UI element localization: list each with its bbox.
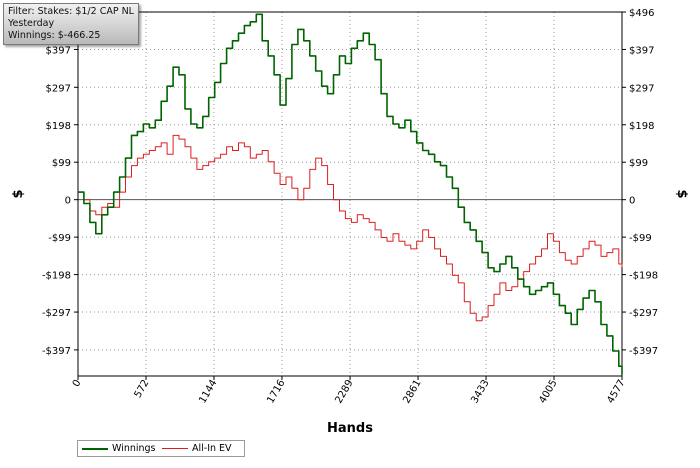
plot-frame — [77, 11, 623, 377]
x-tick-label: 4005 — [537, 378, 559, 406]
chart-legend: Winnings All-In EV — [77, 440, 245, 457]
filter-info-box: Filter: Stakes: $1/2 CAP NL Yesterday Wi… — [3, 3, 139, 45]
y-tick-label-right: $397 — [629, 45, 654, 56]
period-text: Yesterday — [8, 18, 55, 29]
y-tick-label-left: -$297 — [42, 308, 71, 319]
y-tick-label-left: -$198 — [42, 271, 71, 282]
y-tick-label-right: -$397 — [629, 346, 658, 357]
y-tick-label-right: $99 — [629, 158, 648, 169]
x-tick-label: 572 — [133, 378, 152, 400]
x-tick-label: 3433 — [469, 378, 491, 406]
winnings-text: Winnings: $-466.25 — [8, 30, 101, 41]
y-tick-label-left: $297 — [46, 83, 71, 94]
legend-label-allin-ev: All-In EV — [192, 443, 232, 454]
y-tick-label-right: $297 — [629, 83, 654, 94]
x-axis-title: Hands — [327, 421, 373, 436]
y-tick-label-right: $496 — [629, 8, 654, 19]
legend-label-winnings: Winnings — [112, 443, 156, 454]
x-tick-label: 4577 — [605, 378, 627, 406]
x-tick-label: 1716 — [265, 378, 287, 406]
legend-swatch-allin-ev — [162, 448, 188, 449]
y-tick-label-left: -$99 — [48, 233, 71, 244]
x-tick-label: 2861 — [401, 378, 423, 406]
y-axis-title-left: $ — [11, 189, 26, 198]
filter-text: Filter: Stakes: $1/2 CAP NL — [8, 6, 134, 17]
legend-swatch-winnings — [82, 447, 108, 450]
y-tick-label-right: -$99 — [629, 233, 652, 244]
y-axis-title-right: $ — [674, 189, 689, 198]
x-tick-label: 0 — [71, 378, 84, 389]
y-tick-label-left: $198 — [46, 121, 71, 132]
y-tick-label-left: -$397 — [42, 346, 71, 357]
legend-item-winnings: Winnings — [82, 443, 156, 454]
x-tick-label: 2289 — [333, 378, 355, 406]
y-tick-label-right: -$297 — [629, 308, 658, 319]
x-tick-label: 1144 — [197, 378, 219, 406]
legend-item-allin-ev: All-In EV — [162, 443, 232, 454]
y-tick-label-left: $397 — [46, 45, 71, 56]
y-tick-label-right: 0 — [629, 196, 635, 207]
series-line-winnings — [78, 13, 623, 375]
y-tick-label-right: -$198 — [629, 271, 658, 282]
y-tick-label-right: $198 — [629, 121, 654, 132]
y-tick-label-left: 0 — [65, 196, 71, 207]
series-line-allin-ev — [78, 134, 623, 322]
y-tick-label-left: $99 — [52, 158, 71, 169]
